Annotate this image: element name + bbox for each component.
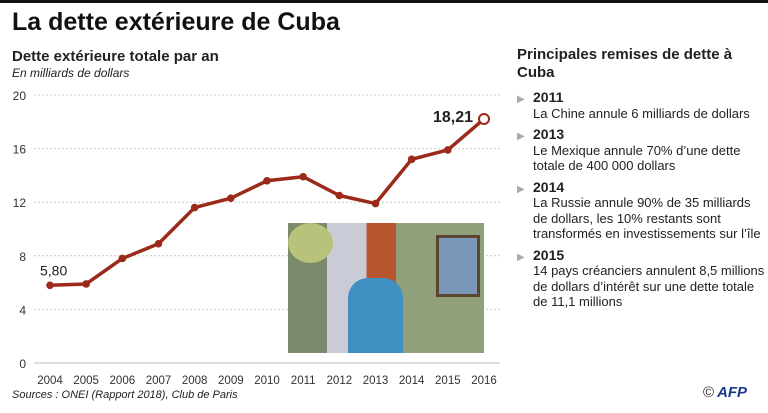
x-tick-label: 2006: [110, 375, 136, 387]
triangle-bullet-icon: ▶: [517, 131, 525, 142]
triangle-bullet-icon: ▶: [517, 94, 525, 105]
relief-item: ▶ 2011 La Chine annule 6 milliards de doll…: [517, 89, 767, 121]
x-tick-label: 2009: [218, 375, 244, 387]
debt-relief-panel: Principales remises de dette à Cuba ▶ 201…: [517, 46, 767, 316]
y-tick-label: 4: [19, 303, 26, 317]
y-tick-label: 12: [13, 196, 27, 210]
data-point: [263, 176, 271, 185]
data-point: [46, 281, 54, 290]
relief-text: La Russie annule 90% de 35 milliards de …: [533, 195, 761, 241]
relief-year: 2011: [533, 89, 564, 105]
top-bar: [0, 0, 768, 3]
triangle-bullet-icon: ▶: [517, 251, 525, 263]
data-label-first: 5,80: [40, 262, 67, 278]
relief-text: Le Mexique annule 70% d’une dette totale…: [533, 142, 741, 174]
x-tick-label: 2014: [399, 375, 425, 387]
logo-text: AFP: [717, 384, 748, 401]
x-tick-label: 2008: [182, 375, 208, 387]
x-tick-label: 2007: [146, 375, 172, 387]
photo-cuban-vendor: [288, 223, 484, 353]
photo-coconuts: [288, 223, 333, 263]
chart-subtitle: En milliards de dollars: [12, 66, 130, 80]
photo-man: [348, 278, 403, 353]
relief-text: 14 pays créanciers annulent 8,5 millions…: [533, 263, 765, 309]
relief-year: 2015: [533, 246, 565, 263]
afp-logo: © AFP: [703, 384, 747, 401]
chart-title: Dette extérieure totale par an: [12, 48, 219, 65]
x-tick-label: 2005: [73, 375, 99, 387]
relief-item: ▶ 2015 14 pays créanciers annulent 8,5 mil…: [517, 246, 767, 310]
y-tick-label: 20: [13, 89, 27, 103]
x-tick-label: 2012: [327, 375, 353, 387]
data-point: [190, 203, 199, 212]
x-tick-label: 2015: [435, 375, 461, 387]
panel-title: Principales remises de dette à Cuba: [517, 46, 733, 81]
relief-year: 2013: [533, 126, 565, 142]
relief-item: ▶ 2014 La Russie annule 90% de 35 milliard…: [517, 178, 767, 242]
data-point: [407, 155, 416, 164]
data-label-last: 18,21: [433, 109, 473, 126]
page-title: La dette extérieure de Cuba: [12, 8, 340, 36]
data-point: [82, 280, 90, 288]
x-tick-label: 2013: [363, 375, 389, 387]
photo-portrait: [436, 235, 480, 297]
x-tick-label: 2016: [471, 375, 497, 387]
copyright-symbol: ©: [703, 384, 715, 401]
data-point: [227, 194, 235, 202]
data-point: [154, 239, 163, 248]
relief-item: ▶ 2013 Le Mexique annule 70% d’une dette t…: [517, 126, 767, 174]
y-tick-label: 8: [19, 250, 26, 264]
x-tick-label: 2004: [37, 375, 63, 387]
data-point: [444, 146, 452, 154]
data-point: [478, 112, 490, 125]
y-tick-label: 0: [19, 357, 26, 371]
x-tick-label: 2010: [254, 375, 280, 387]
relief-text: La Chine annule 6 milliards de dollars: [533, 105, 750, 121]
triangle-bullet-icon: ▶: [517, 183, 525, 195]
data-point: [335, 191, 344, 200]
data-point: [371, 199, 380, 208]
data-point: [118, 254, 127, 263]
data-point: [299, 172, 307, 181]
sources: Sources : ONEI (Rapport 2018), Club de P…: [12, 389, 238, 401]
y-tick-label: 16: [13, 143, 27, 157]
x-tick-label: 2011: [291, 375, 316, 387]
relief-year: 2014: [533, 178, 565, 195]
